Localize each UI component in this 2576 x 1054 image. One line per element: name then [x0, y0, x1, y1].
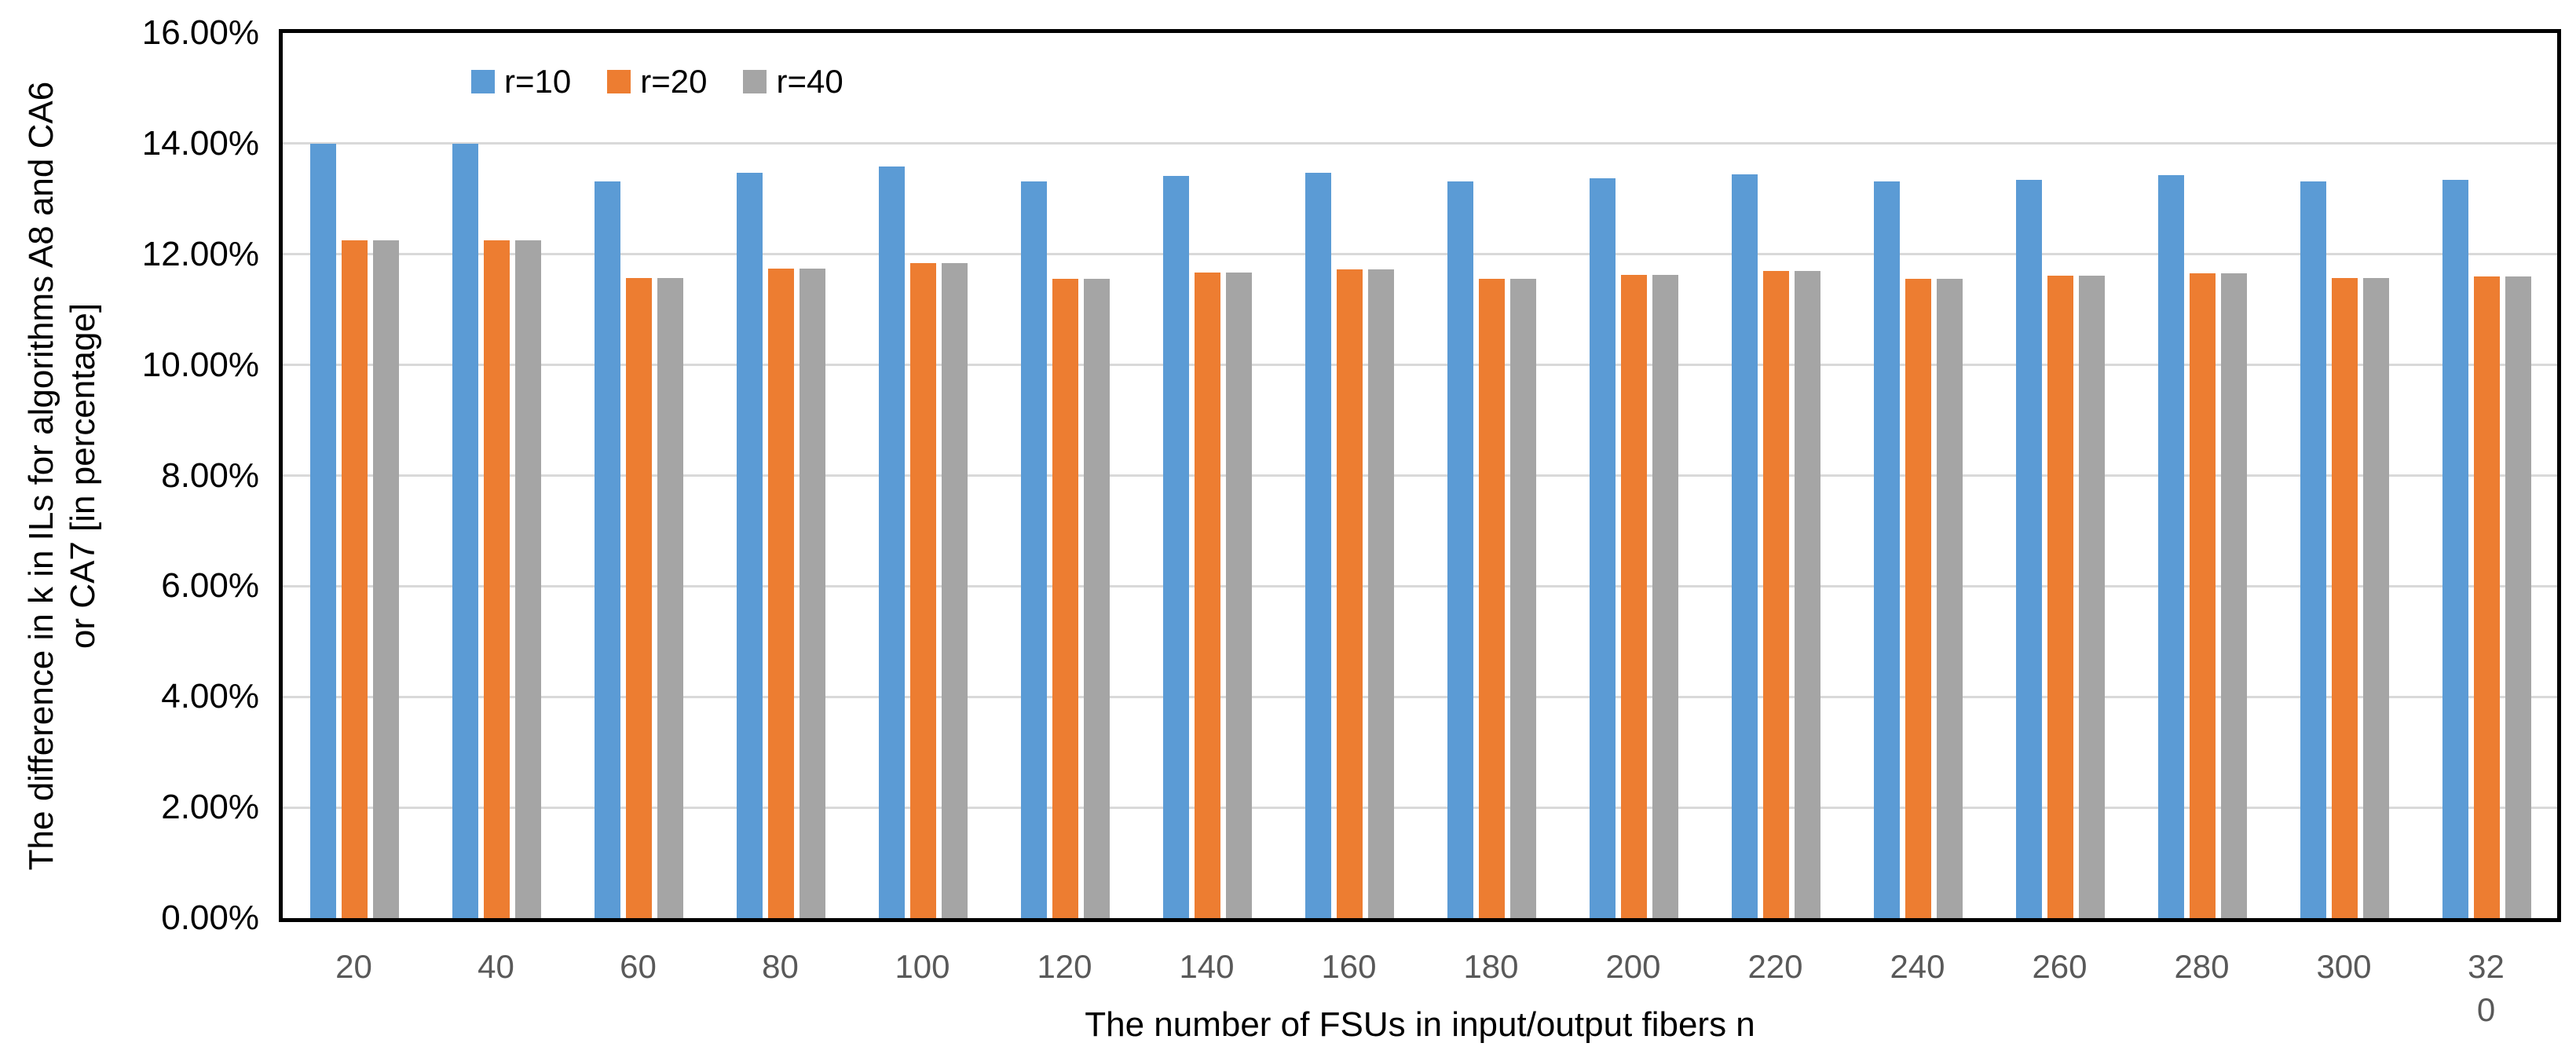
gridline-12pct — [283, 253, 2557, 256]
y-tick-label-6.00%: 6.00% — [161, 566, 259, 606]
bar-r=40-n200 — [1652, 274, 1678, 918]
x-tick-label-40: 40 — [478, 948, 514, 985]
legend-item-r=20: r=20 — [607, 63, 707, 101]
bar-r=10-n200 — [1589, 177, 1615, 918]
bar-r=40-n100 — [941, 263, 968, 918]
legend-label-r=40: r=40 — [776, 63, 843, 100]
bar-r=20-n220 — [1762, 270, 1789, 918]
bar-r=40-n60 — [657, 278, 683, 918]
bar-r=10-n20 — [309, 143, 336, 918]
bar-r=20-n240 — [1905, 278, 1931, 918]
bar-r=40-n20 — [372, 240, 399, 918]
bar-r=20-n260 — [2047, 276, 2073, 918]
x-tick-label-280: 280 — [2174, 948, 2230, 985]
bar-r=40-n80 — [799, 269, 825, 918]
bar-r=40-n160 — [1367, 269, 1394, 918]
bar-r=20-n100 — [909, 263, 936, 918]
x-tick-label-160: 160 — [1321, 948, 1377, 985]
legend-item-r=40: r=40 — [743, 63, 843, 101]
bar-r=20-n200 — [1620, 274, 1647, 918]
bar-r=20-n20 — [341, 240, 368, 918]
bar-r=10-n160 — [1304, 172, 1331, 918]
bar-r=10-n180 — [1447, 181, 1473, 918]
bar-r=20-n120 — [1052, 278, 1078, 918]
bar-r=40-n220 — [1794, 270, 1820, 918]
legend-swatch-r=10 — [471, 70, 495, 93]
bar-r=20-n140 — [1194, 272, 1220, 918]
bar-r=20-n80 — [767, 269, 794, 918]
plot-area — [283, 33, 2557, 918]
bar-r=10-n220 — [1731, 174, 1758, 918]
bar-r=10-n300 — [2300, 181, 2326, 918]
y-tick-label-10.00%: 10.00% — [141, 345, 259, 384]
y-tick-label-4.00%: 4.00% — [161, 677, 259, 716]
bar-r=40-n120 — [1083, 278, 1110, 918]
legend-item-r=10: r=10 — [471, 63, 571, 101]
y-tick-label-16.00%: 16.00% — [141, 13, 259, 52]
bar-r=40-n280 — [2220, 273, 2247, 918]
x-tick-label-300: 300 — [2316, 948, 2372, 985]
gridline-14pct — [283, 142, 2557, 145]
bar-r=40-n300 — [2362, 278, 2389, 918]
x-tick-label-220: 220 — [1747, 948, 1803, 985]
bar-r=40-n140 — [1225, 272, 1252, 918]
x-tick-label-120: 120 — [1037, 948, 1092, 985]
bar-r=10-n100 — [878, 167, 905, 918]
gridline-4pct — [283, 695, 2557, 698]
bar-r=10-n320 — [2442, 179, 2468, 918]
x-tick-label-100: 100 — [895, 948, 950, 985]
bar-r=40-n180 — [1509, 278, 1536, 918]
x-tick-label-20: 20 — [335, 948, 372, 985]
y-tick-label-14.00%: 14.00% — [141, 123, 259, 163]
x-tick-label-320: 320 — [2468, 948, 2505, 1028]
bar-r=10-n260 — [2015, 179, 2042, 918]
bar-r=10-n240 — [1873, 181, 1900, 918]
legend: r=10 r=20 r=40 — [471, 63, 843, 101]
bar-r=40-n260 — [2078, 276, 2105, 918]
bar-r=40-n240 — [1936, 278, 1963, 918]
y-tick-label-8.00%: 8.00% — [161, 456, 259, 495]
bar-r=20-n40 — [483, 240, 510, 918]
gridline-8pct — [283, 474, 2557, 477]
gridline-2pct — [283, 806, 2557, 809]
gridline-6pct — [283, 584, 2557, 587]
bar-r=10-n60 — [594, 181, 620, 918]
bar-r=10-n120 — [1020, 181, 1047, 918]
y-tick-label-2.00%: 2.00% — [161, 788, 259, 827]
x-axis-title: The number of FSUs in input/output fiber… — [1085, 1005, 1755, 1044]
legend-swatch-r=20 — [607, 70, 631, 93]
bar-r=40-n320 — [2505, 276, 2531, 918]
x-tick-label-60: 60 — [620, 948, 657, 985]
bar-r=20-n160 — [1336, 269, 1363, 918]
x-tick-label-80: 80 — [762, 948, 799, 985]
legend-swatch-r=40 — [743, 70, 767, 93]
bar-r=40-n40 — [514, 240, 541, 918]
x-tick-label-200: 200 — [1605, 948, 1661, 985]
x-tick-label-180: 180 — [1463, 948, 1519, 985]
x-tick-label-140: 140 — [1179, 948, 1235, 985]
x-tick-label-260: 260 — [2032, 948, 2088, 985]
bar-r=10-n80 — [736, 172, 763, 918]
bar-r=20-n300 — [2331, 278, 2358, 918]
bar-r=20-n320 — [2473, 276, 2500, 918]
x-tick-label-240: 240 — [1890, 948, 1945, 985]
bar-r=10-n140 — [1162, 175, 1189, 918]
bar-r=20-n280 — [2189, 273, 2216, 918]
y-tick-label-0.00%: 0.00% — [161, 898, 259, 937]
legend-label-r=10: r=10 — [504, 63, 572, 100]
gridline-10pct — [283, 364, 2557, 367]
bar-r=20-n180 — [1478, 278, 1505, 918]
bar-r=20-n60 — [625, 278, 652, 918]
legend-label-r=20: r=20 — [640, 63, 708, 100]
bar-r=10-n40 — [452, 143, 478, 918]
y-tick-label-12.00%: 12.00% — [141, 234, 259, 273]
bar-r=10-n280 — [2157, 175, 2184, 918]
